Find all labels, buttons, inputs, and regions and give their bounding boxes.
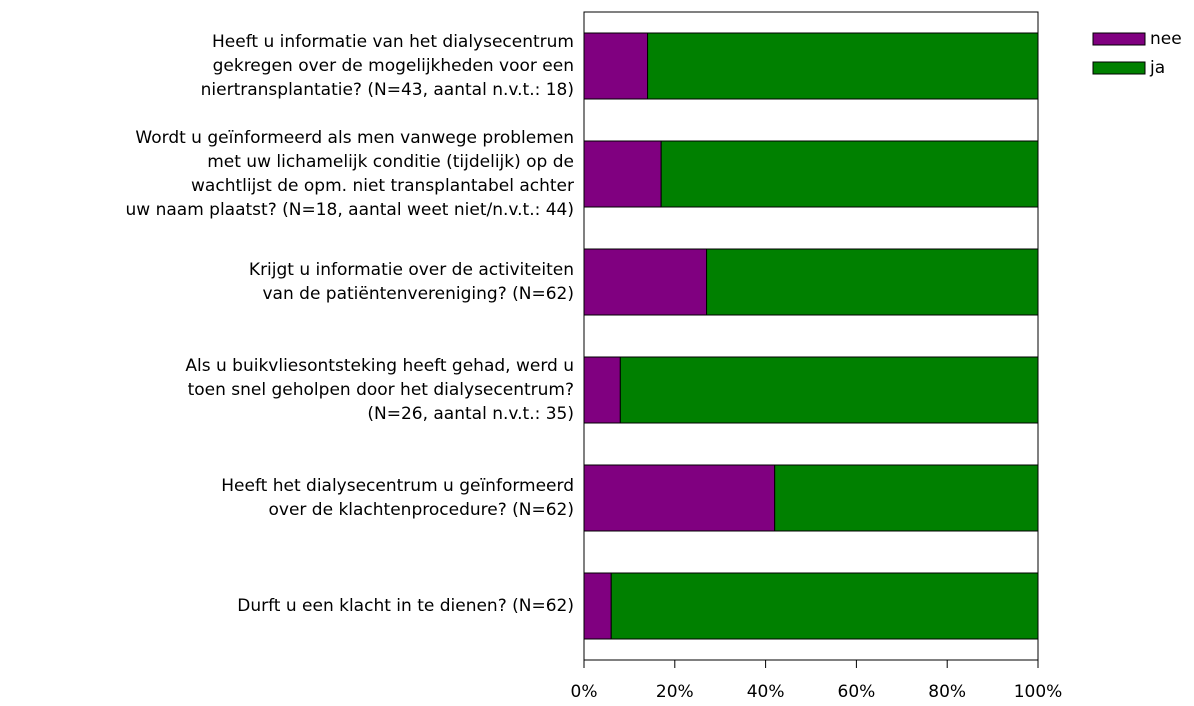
legend-swatch bbox=[1092, 32, 1146, 46]
y-tick-label: Durft u een klacht in te dienen? (N=62) bbox=[237, 596, 574, 616]
bar-segment bbox=[583, 248, 708, 316]
bar-segment bbox=[774, 464, 1039, 532]
y-tick-label: Krijgt u informatie over de activiteiten bbox=[249, 260, 574, 280]
y-tick-label: Heeft het dialysecentrum u geïnformeerd bbox=[221, 476, 574, 496]
y-tick-label: uw naam plaatst? (N=18, aantal weet niet… bbox=[126, 200, 575, 220]
bar-segment bbox=[583, 32, 649, 100]
y-tick-label: met uw lichamelijk conditie (tijdelijk) … bbox=[207, 152, 574, 172]
y-tick-label: over de klachtenprocedure? (N=62) bbox=[268, 500, 574, 520]
bar-segment bbox=[583, 572, 612, 640]
bar-segment bbox=[583, 464, 776, 532]
bar-segment bbox=[619, 356, 1039, 424]
y-tick-label: Als u buikvliesontsteking heeft gehad, w… bbox=[185, 356, 574, 376]
y-tick-label: niertransplantatie? (N=43, aantal n.v.t.… bbox=[201, 80, 574, 100]
legend-label: ja bbox=[1149, 58, 1165, 78]
bar-segment bbox=[706, 248, 1039, 316]
bar-segment bbox=[583, 140, 662, 208]
legend-swatch bbox=[1092, 61, 1146, 75]
x-tick-label: 100% bbox=[1014, 682, 1063, 702]
y-tick-label: wachtlijst de opm. niet transplantabel a… bbox=[191, 176, 574, 196]
legend-label: nee bbox=[1150, 29, 1182, 49]
plot-area bbox=[583, 11, 1039, 661]
bar-segment bbox=[583, 356, 621, 424]
bar-segment bbox=[647, 32, 1039, 100]
x-tick-label: 40% bbox=[747, 682, 785, 702]
x-tick-label: 60% bbox=[838, 682, 876, 702]
y-tick-label: gekregen over de mogelijkheden voor een bbox=[213, 56, 574, 76]
x-tick-label: 20% bbox=[656, 682, 694, 702]
bar-segment bbox=[610, 572, 1039, 640]
x-tick-label: 0% bbox=[571, 682, 598, 702]
bar-segment bbox=[660, 140, 1039, 208]
y-tick-label: Heeft u informatie van het dialysecentru… bbox=[212, 32, 574, 52]
y-tick-label: van de patiëntenvereniging? (N=62) bbox=[263, 284, 575, 304]
y-tick-label: Wordt u geïnformeerd als men vanwege pro… bbox=[135, 128, 574, 148]
x-tick-label: 80% bbox=[928, 682, 966, 702]
y-tick-label: (N=26, aantal n.v.t.: 35) bbox=[367, 404, 574, 424]
y-tick-label: toen snel geholpen door het dialysecentr… bbox=[188, 380, 574, 400]
